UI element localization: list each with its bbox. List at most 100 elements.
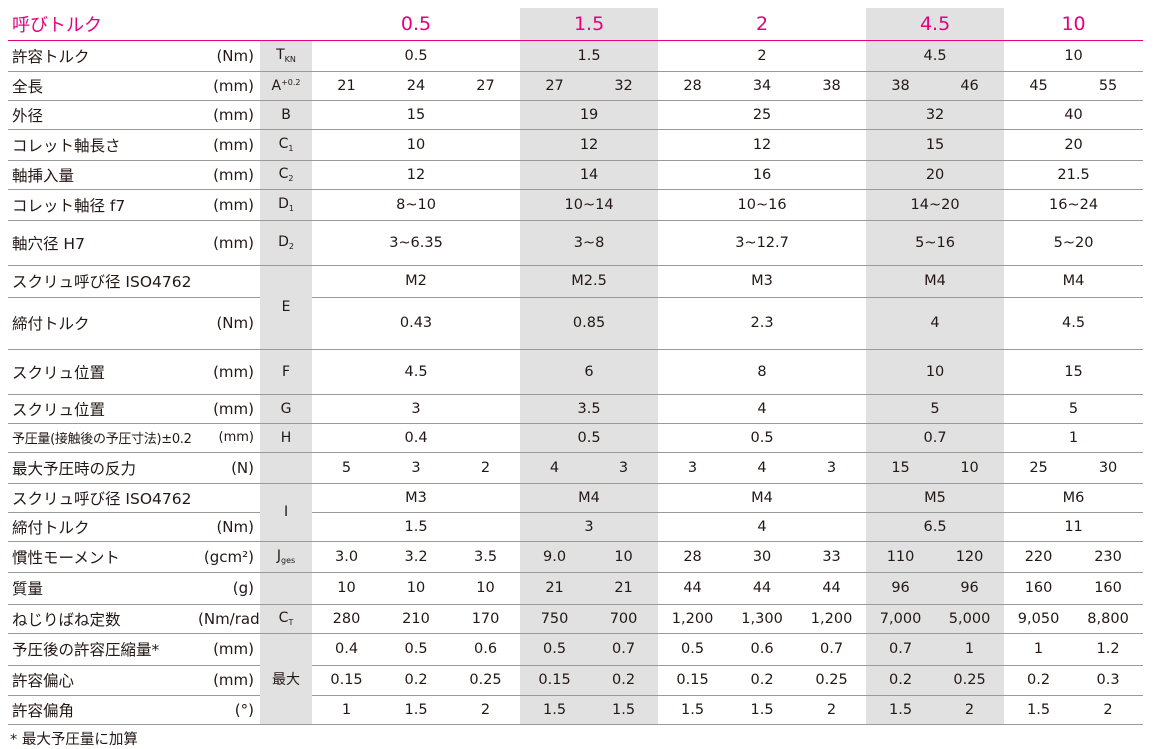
row-label: 外径 — [8, 100, 198, 130]
size-header: 2 — [658, 8, 867, 41]
row-unit: (Nm) — [198, 297, 260, 350]
cell-value: 120 — [935, 541, 1005, 573]
row-symbol: C2 — [260, 160, 313, 190]
cell-value: 25 — [1004, 452, 1074, 484]
row-unit — [198, 483, 260, 513]
cell-value: 96 — [866, 572, 936, 605]
cell-value: 750 — [520, 604, 590, 634]
row-symbol: H — [260, 423, 313, 453]
cell-value: 10 — [1004, 40, 1144, 72]
size-header: 4.5 — [866, 8, 1005, 41]
symbol-text: 最大 — [272, 671, 300, 688]
row-unit: (mm) — [198, 100, 260, 130]
row-label: スクリュ位置 — [8, 349, 198, 395]
cell-value: 7,000 — [866, 604, 936, 634]
spec-row: ねじりばね定数 (Nm/rad) CT 280 210 170 750 700 1,200 1,3… — [8, 604, 1144, 634]
row-unit: (mm) — [198, 160, 260, 190]
cell-value: 40 — [1004, 100, 1144, 130]
cell-value: 16 — [658, 160, 867, 190]
cell-value: 28 — [658, 541, 728, 573]
row-unit: (mm) — [198, 71, 260, 101]
row-unit: (mm) — [198, 394, 260, 424]
cell-value: 3~6.35 — [312, 220, 521, 266]
cell-value: 5 — [866, 394, 1005, 424]
spec-row: 許容偏角 (°) 1 1.5 2 1.5 1.5 1.5 1.5 2 1.5 2 1.5 2 — [8, 695, 1144, 725]
cell-value: 3 — [381, 452, 452, 484]
cell-value: 0.15 — [312, 665, 382, 696]
row-symbol: I — [260, 483, 313, 542]
cell-value: 230 — [1073, 541, 1144, 573]
cell-value: 2 — [935, 695, 1005, 725]
cell-value: 0.4 — [312, 423, 521, 453]
cell-value: 0.25 — [935, 665, 1005, 696]
row-label: スクリュ呼び径 ISO4762 — [8, 483, 198, 513]
spec-row: 全長 (mm) A+0.2 21 24 27 27 32 28 34 38 38 46 45 55 — [8, 71, 1144, 101]
row-symbol: TKN — [260, 40, 313, 72]
cell-value: 1,200 — [658, 604, 728, 634]
row-unit: (mm) — [198, 633, 260, 666]
spec-row: 締付トルク (Nm) 1.5 3 4 6.5 11 — [8, 512, 1144, 542]
cell-value: 25 — [658, 100, 867, 130]
cell-value: 0.25 — [451, 665, 521, 696]
row-label: ねじりばね定数 — [8, 604, 198, 634]
cell-value: 0.5 — [658, 423, 867, 453]
cell-value: 28 — [658, 71, 728, 101]
cell-value: 3~8 — [520, 220, 659, 266]
cell-value: 44 — [797, 572, 867, 605]
cell-value: 0.6 — [727, 633, 798, 666]
cell-value: 0.25 — [797, 665, 867, 696]
cell-value: 2 — [1073, 695, 1144, 725]
cell-value: 11 — [1004, 512, 1144, 542]
cell-value: 30 — [727, 541, 798, 573]
cell-value: 9.0 — [520, 541, 590, 573]
symbol-text: A — [271, 77, 282, 94]
spec-row: スクリュ呼び径 ISO4762 E M2 M2.5 M3 M4 M4 — [8, 265, 1144, 350]
cell-value: 44 — [658, 572, 728, 605]
cell-value: 1.5 — [381, 695, 452, 725]
symbol-text: J — [276, 548, 281, 564]
cell-value: 0.5 — [520, 633, 590, 666]
cell-value: 0.3 — [1073, 665, 1144, 696]
cell-value: 8~10 — [312, 189, 521, 221]
cell-value: M6 — [1004, 483, 1144, 513]
symbol-subscript: 2 — [288, 242, 294, 251]
spec-row: 最大予圧時の反力 (N) 5 3 2 4 3 3 4 3 15 10 25 30 — [8, 452, 1144, 484]
symbol-text: G — [280, 400, 292, 417]
symbol-superscript: +0.2 — [281, 77, 301, 87]
row-unit: (Nm/rad) — [198, 604, 260, 634]
cell-value: 15 — [866, 129, 1005, 161]
cell-value: 2 — [451, 452, 521, 484]
cell-value: 9,050 — [1004, 604, 1074, 634]
cell-value: 32 — [589, 71, 659, 101]
spec-row: 予圧後の許容圧縮量* (mm) 最大 0.4 0.5 0.6 0.5 0.7 0.5 0.6 0.7… — [8, 633, 1144, 725]
cell-value: 160 — [1004, 572, 1074, 605]
row-label: 軸挿入量 — [8, 160, 198, 190]
cell-value: 0.7 — [589, 633, 659, 666]
cell-value: 19 — [520, 100, 659, 130]
cell-value: 45 — [1004, 71, 1074, 101]
row-symbol: C1 — [260, 129, 313, 161]
cell-value: 6.5 — [866, 512, 1005, 542]
spec-row: スクリュ呼び径 ISO4762 I M3 M4 M4 M5 M6 — [8, 483, 1144, 542]
cell-value: 10 — [866, 349, 1005, 395]
row-label: 締付トルク — [8, 512, 198, 542]
cell-value: M5 — [866, 483, 1005, 513]
cell-value: 10~14 — [520, 189, 659, 221]
cell-value: 3.5 — [520, 394, 659, 424]
cell-value: 24 — [381, 71, 452, 101]
symbol-subscript: 1 — [288, 204, 294, 213]
cell-value: 220 — [1004, 541, 1074, 573]
spec-row: 予圧量(接触後の予圧寸法)±0.2 (mm) H 0.4 0.5 0.5 0.7 1 — [8, 423, 1144, 453]
cell-value: 20 — [1004, 129, 1144, 161]
cell-value: 3.5 — [451, 541, 521, 573]
cell-value: 5 — [1004, 394, 1144, 424]
row-label: 全長 — [8, 71, 198, 101]
symbol-text: C — [278, 136, 289, 152]
cell-value: 32 — [866, 100, 1005, 130]
row-unit: (mm) — [198, 349, 260, 395]
cell-value: 3.0 — [312, 541, 382, 573]
row-unit: (mm) — [198, 423, 260, 453]
spec-row: スクリュ位置 (mm) G 3 3.5 4 5 5 — [8, 394, 1144, 424]
cell-value: M4 — [866, 265, 1005, 298]
cell-value: 1.5 — [520, 695, 590, 725]
